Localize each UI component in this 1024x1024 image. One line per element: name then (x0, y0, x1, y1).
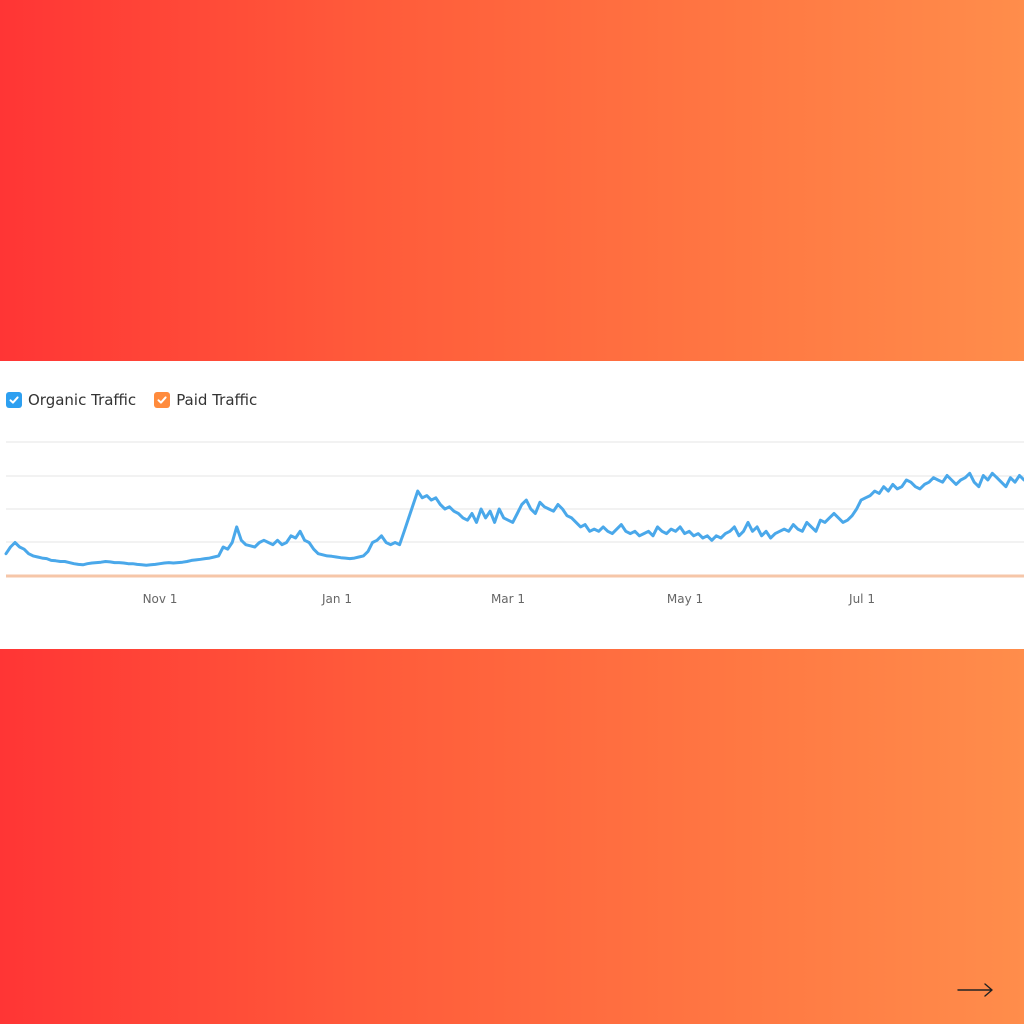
legend-organic-label: Organic Traffic (28, 391, 137, 409)
chart-panel: Nov 1 Jan 1 Mar 1 May 1 Jul 1 Organic Traffi… (0, 361, 1024, 649)
chart-legend: Organic Traffic Paid Traffic (6, 391, 257, 409)
x-tick-label: Mar 1 (491, 592, 525, 606)
organic-traffic-line (4, 471, 1024, 567)
paid-checkbox-icon[interactable] (154, 392, 171, 408)
x-axis-ticks: Nov 1 Jan 1 Mar 1 May 1 Jul 1 (143, 592, 875, 606)
x-tick-label: Jul 1 (848, 592, 875, 606)
grid-lines (6, 441, 1024, 543)
legend-paid-label: Paid Traffic (176, 391, 258, 409)
legend-paid-traffic[interactable]: Paid Traffic (154, 391, 257, 409)
traffic-chart: Nov 1 Jan 1 Mar 1 May 1 Jul 1 (4, 441, 1024, 606)
x-tick-label: Jan 1 (321, 592, 352, 606)
legend-organic-traffic[interactable]: Organic Traffic (6, 391, 136, 409)
organic-checkbox-icon[interactable] (6, 392, 22, 408)
x-tick-label: Nov 1 (143, 592, 178, 606)
next-arrow-icon[interactable] (956, 978, 996, 1002)
x-tick-label: May 1 (667, 592, 703, 606)
